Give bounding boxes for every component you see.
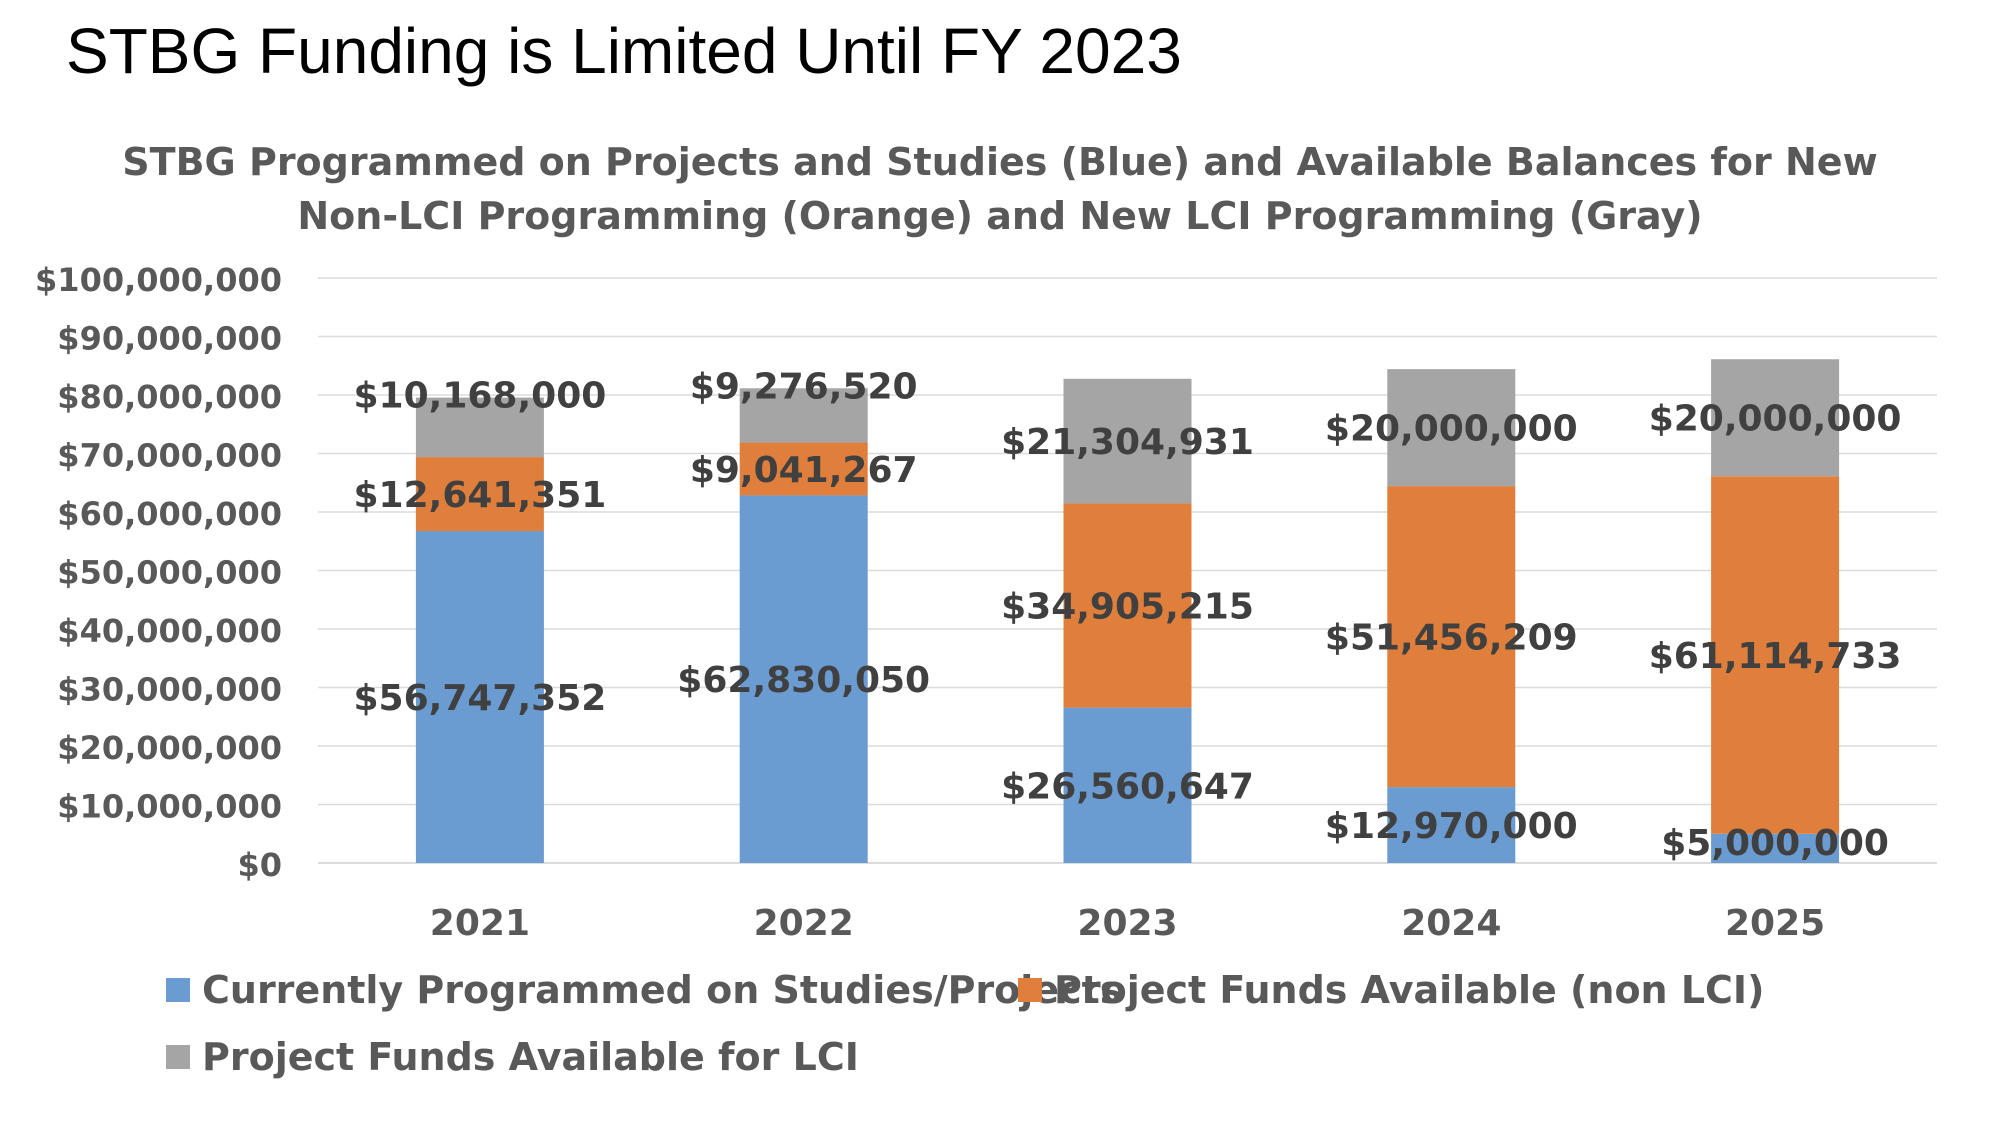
y-tick-label: $0: [237, 846, 282, 884]
bar-2023-series-2: [1063, 503, 1192, 708]
data-label: $10,168,000: [354, 376, 607, 417]
x-tick-label: 2023: [1077, 903, 1177, 944]
legend-item-lci: Project Funds Available for LCI: [166, 1035, 859, 1079]
bar-2021-series-2: [415, 457, 544, 532]
y-tick-label: $60,000,000: [57, 495, 282, 533]
bar-2024-series-2: [1387, 486, 1516, 788]
legend-item-programmed: Currently Programmed on Studies/Projects: [166, 968, 1122, 1012]
y-tick-label: $90,000,000: [57, 320, 282, 358]
bars: [415, 359, 1840, 863]
data-label: $12,641,351: [354, 475, 607, 516]
x-tick-label: 2021: [430, 903, 530, 944]
data-label: $51,456,209: [1325, 618, 1578, 659]
data-label: $61,114,733: [1649, 636, 1902, 677]
data-label: $26,560,647: [1001, 766, 1254, 807]
y-tick-label: $30,000,000: [57, 671, 282, 709]
legend-label-programmed: Currently Programmed on Studies/Projects: [202, 968, 1123, 1012]
bar-2024-series-1: [1387, 787, 1516, 863]
chart-title: STBG Programmed on Projects and Studies …: [0, 135, 2000, 243]
legend-swatch-gray: [166, 1045, 190, 1069]
legend-swatch-blue: [166, 978, 190, 1002]
data-label: $9,041,267: [690, 450, 918, 491]
data-label: $56,747,352: [354, 678, 607, 719]
data-label: $34,905,215: [1001, 587, 1254, 628]
bar-2021-series-3: [415, 397, 544, 458]
chart-title-line-2: Non-LCI Programming (Orange) and New LCI…: [297, 194, 1703, 238]
bar-2025-series-1: [1711, 833, 1840, 863]
y-axis-tick-labels: $0 $10,000,000 $20,000,000 $30,000,000 $40,0…: [35, 261, 282, 884]
data-label: $9,276,520: [690, 366, 918, 407]
chart-title-line-1: STBG Programmed on Projects and Studies …: [122, 140, 1878, 184]
y-tick-label: $70,000,000: [57, 437, 282, 475]
y-tick-label: $80,000,000: [57, 378, 282, 416]
bar-2024-series-3: [1387, 369, 1516, 487]
data-label: $5,000,000: [1661, 823, 1889, 864]
slide-title: STBG Funding is Limited Until FY 2023: [66, 15, 1182, 87]
y-tick-label: $10,000,000: [57, 788, 282, 826]
x-axis-tick-labels: 2021 2022 2023 2024 2025: [430, 903, 1825, 944]
bar-2022-series-1: [739, 495, 868, 863]
data-label: $20,000,000: [1649, 399, 1902, 440]
data-labels: $56,747,352 $12,641,351 $10,168,000 $62,830…: [354, 366, 1902, 864]
x-tick-label: 2022: [754, 903, 854, 944]
legend-label-lci: Project Funds Available for LCI: [202, 1035, 859, 1079]
legend-swatch-orange: [1018, 978, 1042, 1002]
y-tick-label: $50,000,000: [57, 554, 282, 592]
bar-2021-series-1: [415, 531, 544, 863]
x-tick-label: 2024: [1401, 903, 1501, 944]
bar-2025-series-2: [1711, 476, 1840, 834]
y-tick-label: $20,000,000: [57, 729, 282, 767]
bar-2023-series-1: [1063, 707, 1192, 863]
data-label: $20,000,000: [1325, 409, 1578, 450]
bar-2022-series-3: [739, 388, 868, 443]
data-label: $62,830,050: [677, 660, 930, 701]
bar-2022-series-2: [739, 442, 868, 496]
bar-2023-series-3: [1063, 378, 1192, 504]
legend-item-non-lci: Project Funds Available (non LCI): [1018, 968, 1764, 1012]
bar-2025-series-3: [1711, 359, 1840, 477]
data-label: $12,970,000: [1325, 806, 1578, 847]
y-tick-label: $40,000,000: [57, 612, 282, 650]
data-label: $21,304,931: [1001, 422, 1254, 463]
y-tick-label: $100,000,000: [35, 261, 282, 299]
legend-label-non-lci: Project Funds Available (non LCI): [1054, 968, 1765, 1012]
x-tick-label: 2025: [1725, 903, 1825, 944]
